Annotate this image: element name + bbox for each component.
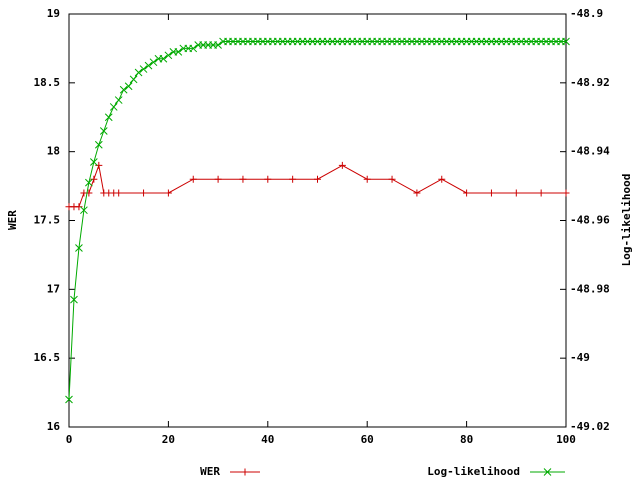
point (164, 51, 173, 60)
legend-label: Log-likelihood (427, 465, 520, 478)
series-line (69, 163, 566, 208)
point (189, 175, 197, 183)
x-tick-label: 40 (261, 433, 274, 446)
legend-marker (543, 468, 552, 476)
point (140, 189, 148, 197)
x-tick-label: 80 (460, 433, 473, 446)
point (438, 175, 446, 183)
point (65, 395, 73, 404)
point (174, 48, 183, 56)
point (70, 295, 78, 304)
y-tick-label: 16.5 (34, 351, 61, 364)
point (512, 189, 520, 197)
point (139, 65, 148, 73)
point (264, 175, 272, 183)
y2-tick-label: -48.98 (570, 282, 610, 295)
point (75, 203, 83, 211)
point (85, 178, 93, 187)
y2-tick-label: -49 (570, 351, 590, 364)
point (80, 206, 88, 215)
legend-label: WER (200, 465, 220, 478)
point (149, 58, 158, 67)
x-tick-label: 100 (556, 433, 576, 446)
series-line (68, 41, 566, 400)
point (214, 175, 222, 183)
point (189, 44, 198, 53)
point (94, 140, 103, 149)
point (115, 189, 123, 197)
y2-tick-label: -49.02 (570, 420, 610, 433)
y2-axis-label: Log-likelihood (620, 174, 633, 267)
point (89, 158, 98, 166)
y2-tick-label: -48.9 (570, 7, 603, 20)
point (114, 96, 123, 104)
y-tick-label: 18.5 (34, 76, 61, 89)
point (338, 161, 346, 169)
point (124, 82, 133, 91)
point (144, 61, 153, 70)
point (289, 175, 297, 183)
y2-tick-label: -48.92 (570, 76, 610, 89)
point (487, 189, 495, 197)
point (134, 68, 143, 77)
point (95, 161, 103, 169)
y-axis-label: WER (6, 210, 19, 230)
point (104, 113, 113, 122)
point (314, 175, 321, 183)
legend-marker (241, 468, 249, 476)
point (90, 175, 98, 183)
y2-tick-label: -48.94 (570, 145, 610, 158)
point (239, 175, 247, 183)
point (164, 189, 172, 197)
point (363, 175, 371, 183)
point (413, 189, 421, 197)
y-tick-label: 19 (47, 7, 60, 20)
x-tick-label: 0 (66, 433, 73, 446)
y-tick-label: 16 (47, 420, 61, 433)
point (562, 189, 570, 197)
y-tick-label: 17 (47, 282, 60, 295)
point (75, 244, 83, 252)
x-tick-label: 20 (162, 433, 175, 446)
y2-tick-label: -48.96 (570, 214, 610, 227)
point (537, 189, 545, 197)
x-tick-label: 60 (361, 433, 374, 446)
point (562, 37, 570, 46)
point (129, 75, 138, 84)
plot-frame (68, 13, 567, 428)
point (119, 85, 128, 94)
y-tick-label: 17.5 (34, 214, 61, 227)
point (109, 103, 118, 111)
point (214, 41, 222, 49)
y-tick-label: 18 (47, 145, 60, 158)
point (388, 175, 396, 183)
point (99, 127, 108, 135)
point (463, 189, 471, 197)
point (159, 54, 168, 63)
